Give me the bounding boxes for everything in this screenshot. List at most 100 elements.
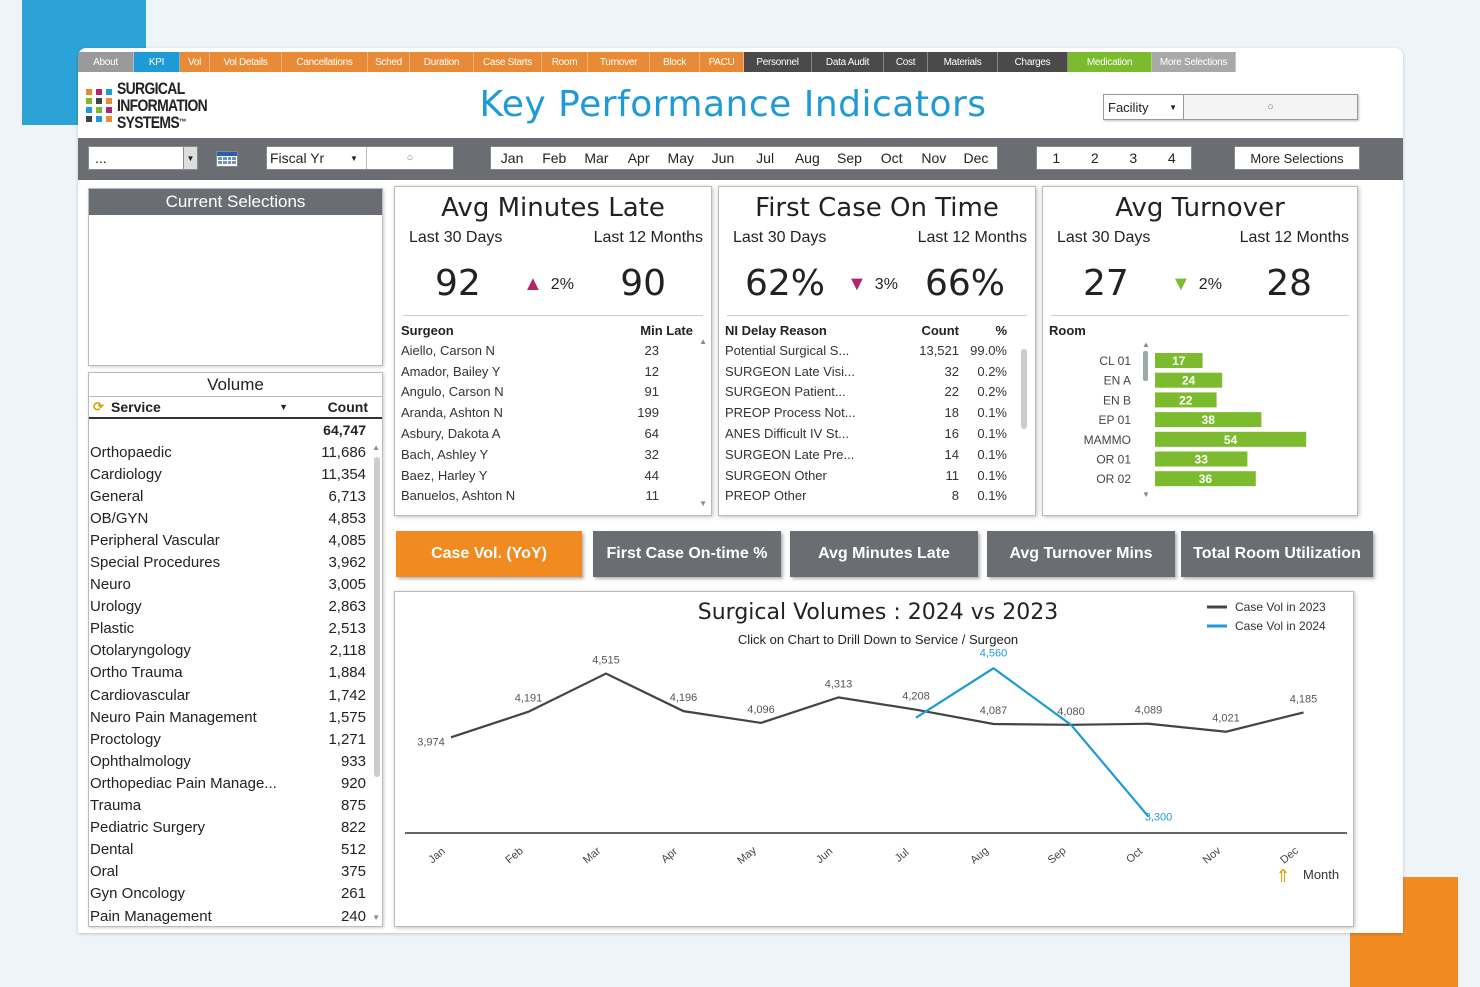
service-row[interactable]: Urology 2,863 — [89, 596, 382, 618]
first-case-on-time-button[interactable]: First Case On-time % — [593, 531, 781, 577]
service-row[interactable]: Dental 512 — [89, 839, 382, 861]
month-jan[interactable]: Jan — [500, 150, 524, 166]
scroll-down-icon[interactable]: ▼ — [699, 499, 707, 508]
service-row[interactable]: Neuro 3,005 — [89, 574, 382, 596]
tab-charges[interactable]: Charges — [998, 52, 1068, 72]
total-room-utilization-button[interactable]: Total Room Utilization — [1181, 531, 1373, 577]
month-may[interactable]: May — [667, 150, 694, 166]
service-row[interactable]: General 6,713 — [89, 485, 382, 507]
service-row[interactable]: Gyn Oncology 261 — [89, 883, 382, 905]
month-oct[interactable]: Oct — [880, 150, 903, 166]
service-row[interactable]: Pediatric Surgery 822 — [89, 817, 382, 839]
avg-minutes-late-button[interactable]: Avg Minutes Late — [790, 531, 978, 577]
tab-medication[interactable]: Medication — [1068, 52, 1152, 72]
service-row[interactable]: Cardiology 11,354 — [89, 463, 382, 485]
scroll-down-icon[interactable]: ▼ — [372, 913, 380, 922]
tab-materials[interactable]: Materials — [928, 52, 998, 72]
surgeon-row[interactable]: Banuelos, Ashton N 11 — [401, 486, 705, 507]
surgeon-row[interactable]: Asbury, Dakota A 64 — [401, 423, 705, 444]
service-row[interactable]: Trauma 875 — [89, 795, 382, 817]
tab-vol-details[interactable]: Vol Details — [210, 52, 282, 72]
tab-kpi[interactable]: KPI — [134, 52, 180, 72]
quarter-4[interactable]: 4 — [1167, 150, 1176, 166]
month-apr[interactable]: Apr — [627, 150, 650, 166]
tab-vol[interactable]: Vol — [180, 52, 210, 72]
room-bar[interactable] — [1155, 412, 1262, 428]
calendar-icon[interactable] — [216, 151, 238, 167]
scroll-up-icon[interactable]: ▲ — [699, 337, 707, 346]
quarter-1[interactable]: 1 — [1052, 150, 1061, 166]
delay-reason-row[interactable]: ANES Difficult IV St... 16 0.1% — [725, 423, 1029, 444]
room-bar[interactable] — [1155, 353, 1203, 368]
search-icon[interactable]: ○ — [1267, 101, 1274, 113]
month-feb[interactable]: Feb — [542, 150, 567, 166]
surgeon-row[interactable]: Bach, Ashley Y 32 — [401, 444, 705, 465]
room-bar[interactable] — [1155, 392, 1217, 408]
table-scrollbar[interactable] — [1021, 349, 1027, 429]
delay-reason-row[interactable]: SURGEON Late Visi... 32 0.2% — [725, 361, 1029, 382]
sort-arrow-icon[interactable]: ▼ — [279, 402, 288, 412]
surgical-volumes-line-chart[interactable]: Surgical Volumes : 2024 vs 2023 Click on … — [395, 592, 1353, 926]
service-row[interactable]: Otolaryngology 2,118 — [89, 640, 382, 662]
scroll-up-icon[interactable]: ▲ — [372, 443, 380, 452]
service-row[interactable]: Peripheral Vascular 4,085 — [89, 529, 382, 551]
volume-scrollbar[interactable] — [374, 457, 380, 777]
tab-duration[interactable]: Duration — [410, 52, 474, 72]
delay-reason-row[interactable]: SURGEON Patient... 22 0.2% — [725, 382, 1029, 403]
room-turnover-bar-chart[interactable]: ▲ ▼ CL 01 17 EN A 24 EN B 22 EP 01 38 MAMMO 54 OR 01… — [1043, 337, 1358, 507]
surgeon-column-header[interactable]: Surgeon — [401, 322, 454, 338]
delay-reason-column-header[interactable]: NI Delay Reason — [725, 322, 827, 338]
count-column-header[interactable]: Count — [327, 399, 368, 415]
tab-personnel[interactable]: Personnel — [744, 52, 812, 72]
month-aug[interactable]: Aug — [794, 150, 820, 166]
room-bar[interactable] — [1155, 471, 1256, 487]
room-bar[interactable] — [1155, 451, 1248, 467]
tab-pacu[interactable]: PACU — [700, 52, 744, 72]
fiscal-year-select[interactable]: Fiscal Yr ▼ ○ — [266, 146, 454, 170]
surgeon-row[interactable]: Aranda, Ashton N 199 — [401, 402, 705, 423]
service-row[interactable]: Ophthalmology 933 — [89, 750, 382, 772]
tab-cancellations[interactable]: Cancellations — [282, 52, 368, 72]
period-select[interactable]: ... ▼ — [88, 146, 198, 170]
tab-sched[interactable]: Sched — [368, 52, 410, 72]
more-selections-button[interactable]: More Selections — [1234, 146, 1360, 170]
room-bar[interactable] — [1155, 372, 1223, 388]
tab-data-audit[interactable]: Data Audit — [812, 52, 884, 72]
tab-room[interactable]: Room — [542, 52, 588, 72]
service-row[interactable]: Plastic 2,513 — [89, 618, 382, 640]
facility-dropdown[interactable]: Facility ▼ ○ — [1103, 94, 1358, 120]
month-nov[interactable]: Nov — [921, 150, 947, 166]
service-row[interactable]: Orthopediac Pain Manage... 920 — [89, 772, 382, 794]
service-row[interactable]: Neuro Pain Management 1,575 — [89, 706, 382, 728]
tab-about[interactable]: About — [78, 52, 134, 72]
quarter-3[interactable]: 3 — [1129, 150, 1138, 166]
month-dec[interactable]: Dec — [963, 150, 989, 166]
percent-column-header[interactable]: % — [995, 322, 1007, 338]
tab-more-selections[interactable]: More Selections — [1152, 52, 1236, 72]
service-row[interactable]: Orthopaedic 11,686 — [89, 441, 382, 463]
min-late-column-header[interactable]: Min Late — [640, 322, 693, 338]
room-bar[interactable] — [1155, 431, 1307, 447]
drill-up-icon[interactable]: ⇑ — [1275, 866, 1290, 886]
service-row[interactable]: Proctology 1,271 — [89, 728, 382, 750]
search-icon[interactable]: ○ — [366, 147, 453, 169]
service-row[interactable]: Oral 375 — [89, 861, 382, 883]
service-row[interactable]: Cardiovascular 1,742 — [89, 684, 382, 706]
delay-reason-row[interactable]: PREOP Other 8 0.1% — [725, 486, 1029, 507]
tab-block[interactable]: Block — [650, 52, 700, 72]
month-mar[interactable]: Mar — [584, 150, 609, 166]
service-row[interactable]: OB/GYN 4,853 — [89, 507, 382, 529]
tab-turnover[interactable]: Turnover — [588, 52, 650, 72]
delay-reason-row[interactable]: Potential Surgical S... 13,521 99.0% — [725, 340, 1029, 361]
surgeon-row[interactable]: Aiello, Carson N 23 — [401, 340, 705, 361]
service-row[interactable]: Special Procedures 3,962 — [89, 551, 382, 573]
count-column-header[interactable]: Count — [921, 322, 959, 338]
tab-cost[interactable]: Cost — [884, 52, 928, 72]
month-sep[interactable]: Sep — [837, 150, 862, 166]
month-jul[interactable]: Jul — [756, 150, 775, 166]
month-jun[interactable]: Jun — [711, 150, 735, 166]
delay-reason-row[interactable]: SURGEON Late Pre... 14 0.1% — [725, 444, 1029, 465]
service-row[interactable]: Ortho Trauma 1,884 — [89, 662, 382, 684]
tab-case-starts[interactable]: Case Starts — [474, 52, 542, 72]
surgeon-row[interactable]: Baez, Harley Y 44 — [401, 465, 705, 486]
